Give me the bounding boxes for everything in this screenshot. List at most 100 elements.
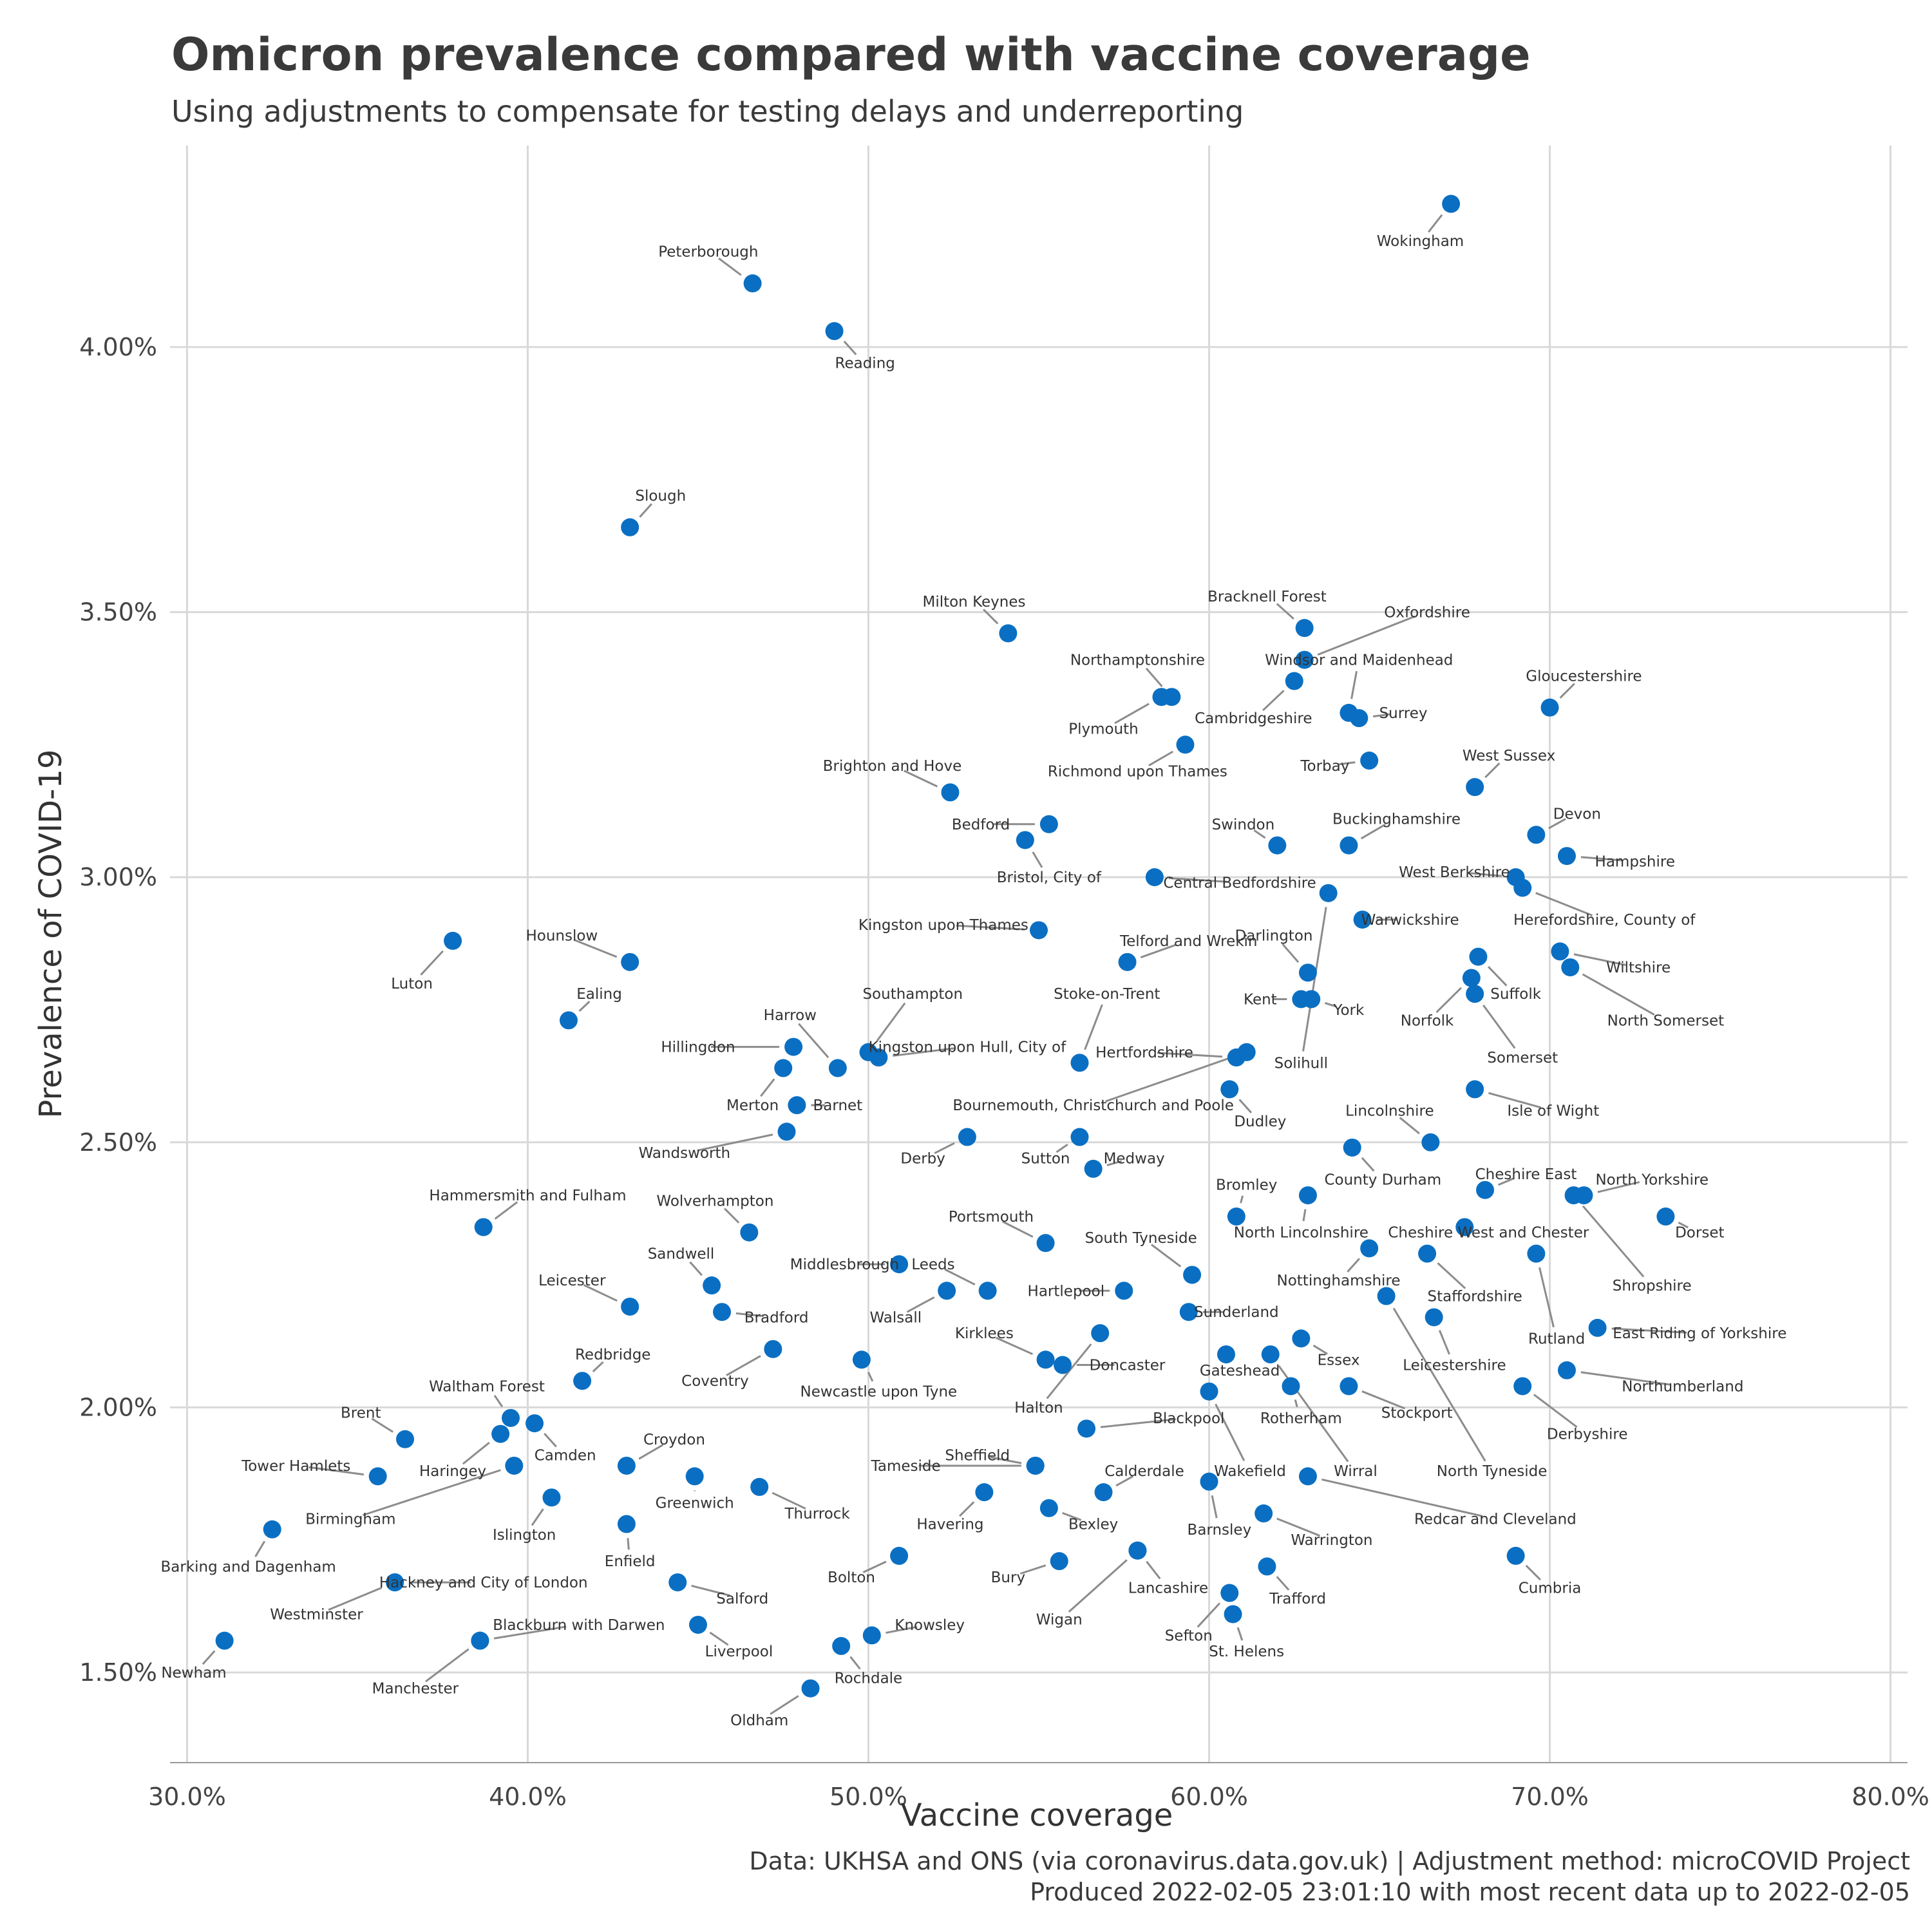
leader-line — [1582, 973, 1655, 1016]
point-label: Barking and Dagenham — [161, 1558, 336, 1575]
data-point — [1220, 1584, 1239, 1602]
leader-line — [876, 1002, 906, 1042]
point-label: Warrington — [1291, 1532, 1372, 1549]
leader-line — [1282, 943, 1300, 963]
x-tick-label: 30.0% — [148, 1783, 226, 1811]
leader-line — [1372, 713, 1391, 718]
leader-line — [1392, 1307, 1486, 1462]
point-label: Bexley — [1068, 1517, 1118, 1533]
leader-line — [735, 1312, 764, 1318]
data-point — [825, 322, 844, 341]
leader-line — [1100, 1418, 1177, 1428]
data-point — [1258, 1557, 1276, 1576]
point-label: Islington — [493, 1527, 556, 1544]
data-point — [1070, 1054, 1089, 1072]
leader-line — [1114, 703, 1150, 724]
point-label: Thurrock — [784, 1506, 851, 1522]
data-point — [263, 1520, 281, 1539]
y-tick-label: 3.00% — [79, 863, 157, 891]
data-point — [1588, 1318, 1607, 1337]
point-label: Trafford — [1269, 1591, 1326, 1607]
data-point — [764, 1340, 782, 1358]
point-label: St. Helens — [1209, 1643, 1284, 1660]
data-point — [1220, 1080, 1239, 1099]
y-tick-label: 2.50% — [79, 1128, 157, 1157]
data-point — [978, 1282, 997, 1300]
leader-line — [1535, 892, 1593, 916]
point-label: South Tyneside — [1085, 1230, 1197, 1247]
point-label: Windsor and Maidenhead — [1265, 652, 1453, 669]
leader-line — [772, 1492, 806, 1510]
leader-line — [1168, 876, 1227, 883]
leader-line — [726, 1355, 761, 1376]
point-label: Sandwell — [648, 1246, 715, 1263]
leader-line — [1428, 214, 1443, 233]
leader-line — [1573, 953, 1626, 966]
data-point — [1302, 990, 1321, 1009]
point-label: Bradford — [744, 1309, 809, 1326]
point-label: Camden — [535, 1447, 596, 1464]
point-label: West Berkshire — [1399, 864, 1510, 881]
leader-line — [493, 1625, 567, 1640]
leader-line — [638, 1444, 664, 1460]
data-point — [1466, 985, 1484, 1003]
point-label: Halton — [1014, 1399, 1063, 1416]
point-label: Bury — [991, 1569, 1025, 1586]
point-label: Warwickshire — [1361, 912, 1459, 929]
y-tick-label: 4.00% — [79, 333, 157, 361]
data-point — [1561, 958, 1580, 977]
data-point — [617, 1515, 636, 1533]
leader-line — [1347, 1258, 1360, 1273]
point-label: Lincolnshire — [1345, 1103, 1434, 1119]
point-label: Rochdale — [835, 1670, 902, 1687]
leader-line — [1482, 1004, 1516, 1049]
data-point — [1152, 688, 1171, 706]
point-label: Redcar and Cleveland — [1414, 1511, 1577, 1528]
leader-line — [328, 1586, 383, 1611]
point-label: Wandsworth — [639, 1145, 730, 1162]
point-label: Hertfordshire — [1095, 1045, 1193, 1061]
point-label: Merton — [726, 1097, 779, 1114]
data-point — [1227, 1208, 1245, 1226]
point-label: Sheffield — [945, 1447, 1010, 1464]
data-point — [1115, 1282, 1133, 1300]
y-axis: 1.50% 2.00% 2.50% 3.00% 3.50% 4.00% — [79, 333, 157, 1687]
leader-line — [1580, 856, 1622, 862]
point-label: County Durham — [1324, 1171, 1441, 1188]
point-label: Buckinghamshire — [1332, 811, 1461, 828]
point-label: Wokingham — [1377, 233, 1464, 250]
data-point — [1261, 1345, 1280, 1364]
leader-line — [1140, 943, 1177, 959]
leader-line — [1236, 1627, 1244, 1641]
leader-line — [1302, 907, 1327, 1052]
data-point — [471, 1631, 489, 1650]
point-label: Gloucestershire — [1526, 668, 1642, 685]
point-label: Plymouth — [1068, 721, 1139, 738]
leader-line — [893, 1047, 955, 1057]
leader-line — [1559, 683, 1575, 699]
data-point — [1564, 1186, 1583, 1205]
data-point — [1656, 1208, 1675, 1226]
leader-line — [1361, 1157, 1375, 1172]
leader-line — [862, 1560, 887, 1573]
leader-line — [1437, 1262, 1466, 1289]
point-label: Wiltshire — [1606, 960, 1671, 976]
point-label: Rotherham — [1260, 1410, 1342, 1427]
point-label: Wakefield — [1214, 1463, 1286, 1480]
point-label: Bournemouth, Christchurch and Poole — [952, 1097, 1234, 1114]
data-point — [1353, 910, 1372, 929]
data-point — [828, 1059, 847, 1077]
point-label: Staffordshire — [1427, 1289, 1522, 1305]
point-label: Middlesbrough — [790, 1256, 899, 1273]
point-label: Luton — [391, 976, 433, 992]
point-label: Hartlepool — [1028, 1283, 1105, 1300]
leader-line — [1582, 1205, 1645, 1278]
point-label: York — [1332, 1002, 1365, 1019]
point-label: Wolverhampton — [656, 1193, 773, 1209]
leader-line — [1350, 670, 1358, 699]
data-point — [801, 1679, 820, 1698]
point-label: Dudley — [1234, 1113, 1286, 1130]
point-label: Derbyshire — [1547, 1426, 1628, 1443]
data-point — [1466, 778, 1484, 797]
leader-line — [886, 1625, 918, 1634]
